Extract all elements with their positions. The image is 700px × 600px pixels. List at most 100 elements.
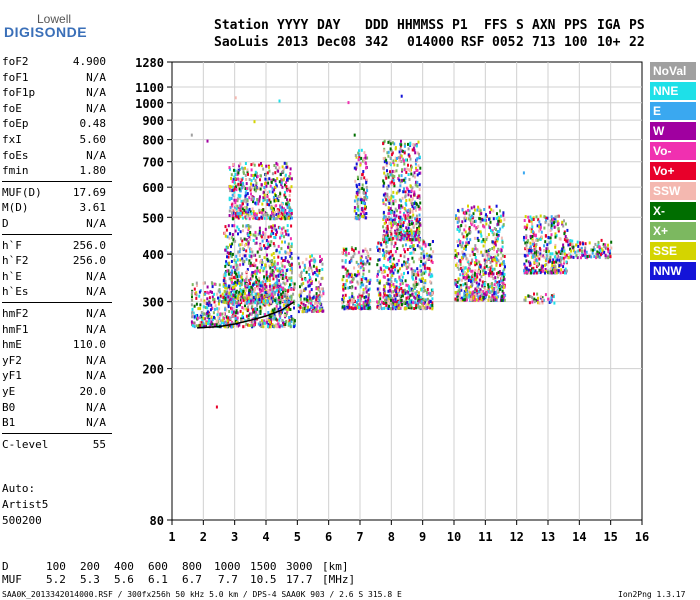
echo-point [590, 248, 593, 252]
echo-point [485, 260, 488, 264]
header-value-station: SaoLuis [214, 35, 269, 50]
echo-point [234, 169, 237, 173]
echo-point [459, 273, 462, 277]
echo-point [248, 285, 251, 289]
muf-value: 6.7 [182, 573, 202, 586]
echo-point [422, 286, 425, 290]
echo-point [563, 249, 566, 253]
echo-point [460, 296, 463, 300]
echo-point [404, 243, 407, 247]
echo-point [420, 252, 423, 256]
echo-point [263, 321, 266, 325]
param-row: hmF2 N/A [2, 307, 106, 321]
echo-point [226, 245, 229, 249]
echo-point [286, 212, 288, 216]
echo-point [318, 299, 321, 303]
echo-point [579, 242, 582, 246]
echo-point [393, 221, 395, 224]
echo-point [391, 269, 394, 273]
echo-point [471, 216, 474, 220]
echo-point [455, 263, 457, 267]
muf-value: 5.6 [114, 573, 134, 586]
echo-point [266, 253, 268, 257]
echo-point [456, 227, 459, 231]
echo-point [563, 252, 566, 256]
echo-point [358, 215, 361, 219]
echo-point [195, 324, 198, 328]
echo-point [228, 196, 231, 200]
echo-point [265, 184, 268, 188]
echo-point [343, 307, 346, 311]
echo-point [399, 304, 402, 308]
echo-point [231, 204, 234, 208]
x-tick-label: 2 [200, 530, 207, 544]
param-name: B1 [2, 416, 16, 430]
echo-point [195, 293, 198, 297]
echo-point [394, 147, 397, 151]
echo-point [248, 236, 251, 240]
echo-point [225, 315, 228, 319]
echo-point [499, 214, 502, 218]
echo-point [533, 300, 536, 304]
echo-point [418, 245, 421, 249]
echo-point [479, 288, 482, 292]
echo-point [276, 230, 278, 234]
echo-point [369, 257, 372, 261]
echo-point [285, 181, 288, 185]
echo-point [388, 267, 391, 271]
echo-point [414, 284, 417, 288]
echo-point [357, 250, 360, 254]
distance-value: 1500 [250, 560, 277, 573]
echo-point [536, 292, 539, 296]
echo-point [473, 205, 476, 209]
echo-point [193, 287, 196, 291]
echo-point [410, 232, 413, 236]
echo-point [531, 242, 534, 246]
echo-point [237, 267, 240, 271]
echo-point [263, 275, 266, 279]
echo-point [423, 299, 426, 303]
echo-point [368, 282, 371, 285]
echo-point [561, 250, 564, 254]
echo-point [365, 178, 368, 182]
echo-point [225, 292, 228, 296]
echo-point [263, 290, 266, 294]
echo-point [385, 303, 388, 307]
echo-point [531, 300, 534, 304]
echo-point [278, 208, 281, 212]
echo-point [268, 299, 271, 303]
echo-point [275, 300, 278, 304]
echo-point [404, 235, 407, 239]
echo-point [344, 286, 347, 290]
echo-point [235, 188, 238, 192]
echo-point [223, 322, 225, 326]
echo-point [264, 313, 267, 317]
echo-point [354, 247, 357, 251]
echo-point [314, 301, 316, 305]
echo-point [271, 288, 274, 291]
echo-point [384, 254, 387, 258]
echo-point [550, 296, 553, 300]
echo-point [424, 242, 427, 246]
echo-point [255, 314, 258, 318]
echo-point [479, 230, 482, 234]
echo-point [538, 301, 541, 305]
echo-point [391, 253, 394, 257]
echo-point [493, 245, 496, 249]
echo-point [239, 189, 241, 193]
echo-point [481, 294, 484, 298]
echo-point [308, 273, 311, 276]
echo-point [242, 199, 245, 203]
echo-point [391, 141, 394, 145]
echo-point [422, 262, 425, 266]
echo-point [310, 304, 312, 307]
echo-point [479, 212, 481, 216]
echo-point [489, 226, 491, 230]
echo-point [364, 193, 367, 197]
echo-point [400, 199, 403, 203]
echo-point [232, 325, 234, 329]
echo-point [406, 217, 409, 220]
echo-point [545, 216, 548, 220]
echo-point [282, 213, 285, 217]
echo-point [488, 254, 491, 258]
